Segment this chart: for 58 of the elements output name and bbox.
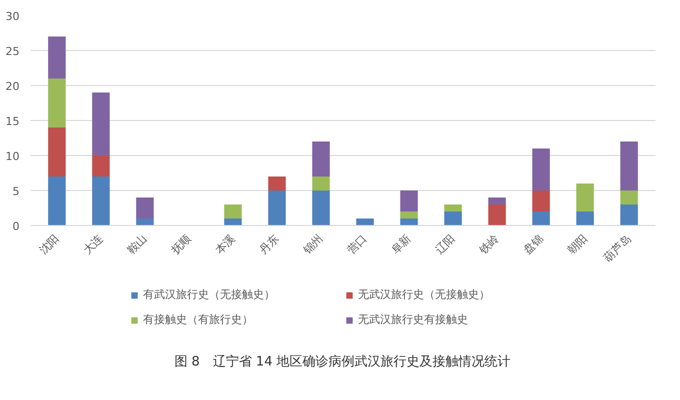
- bar: [136, 218, 154, 226]
- x-tick-label: 抚顺: [168, 232, 194, 258]
- bar: [620, 204, 638, 226]
- x-tick-label: 葫芦岛: [601, 232, 634, 264]
- y-tick-label: 5: [12, 185, 20, 198]
- bar: [356, 218, 374, 226]
- caption: 图 8 辽宁省 14 地区确诊病例武汉旅行史及接触情况统计: [174, 354, 511, 370]
- bar: [224, 218, 242, 226]
- bar: [400, 218, 418, 226]
- y-tick-label: 0: [12, 220, 20, 233]
- bar: [488, 198, 506, 204]
- bar: [532, 212, 550, 226]
- bar: [48, 176, 66, 226]
- legend-label: 有接触史（有旅行史）: [143, 312, 253, 327]
- x-tick-label: 锦州: [300, 232, 326, 258]
- x-tick-label: 朝阳: [564, 232, 590, 257]
- bar: [312, 190, 330, 226]
- legend-label: 无武汉旅行史有接触史: [358, 312, 468, 327]
- x-tick-label: 铁岭: [476, 232, 502, 258]
- bar: [532, 190, 550, 212]
- bar: [48, 128, 66, 176]
- x-tick-label: 本溪: [212, 232, 238, 257]
- bar: [92, 176, 110, 226]
- bar: [488, 204, 506, 226]
- bar: [268, 190, 286, 226]
- bar: [532, 148, 550, 190]
- x-tick-label: 丹东: [256, 232, 282, 257]
- bar: [92, 156, 110, 176]
- y-tick-label: 15: [6, 115, 20, 128]
- bar: [312, 142, 330, 176]
- bar: [576, 184, 594, 212]
- legend-label: 有武汉旅行史（无接触史）: [143, 287, 275, 302]
- x-tick-label: 阜新: [388, 232, 414, 257]
- x-tick-label: 大连: [80, 232, 106, 257]
- x-tick-label: 沈阳: [36, 232, 62, 257]
- bar: [576, 212, 594, 226]
- x-tick-label: 辽阳: [432, 232, 458, 257]
- y-tick-label: 20: [6, 80, 20, 93]
- y-tick-label: 25: [6, 45, 20, 58]
- bar: [620, 142, 638, 190]
- bar: [620, 190, 638, 204]
- x-tick-label: 营口: [344, 232, 370, 257]
- y-tick-label: 10: [6, 150, 20, 163]
- y-tick-label: 30: [6, 10, 20, 23]
- bar: [224, 204, 242, 218]
- bar: [444, 212, 462, 226]
- x-tick-label: 盘锦: [520, 232, 546, 257]
- legend-label: 无武汉旅行史（无接触史）: [358, 287, 490, 302]
- bar: [48, 78, 66, 128]
- bar: [92, 92, 110, 156]
- bar: [136, 198, 154, 218]
- bar: [400, 190, 418, 212]
- x-tick-label: 鞍山: [124, 232, 150, 257]
- bar: [268, 176, 286, 190]
- bar: [444, 204, 462, 212]
- bar: [312, 176, 330, 190]
- bar: [48, 36, 66, 78]
- bar: [400, 212, 418, 218]
